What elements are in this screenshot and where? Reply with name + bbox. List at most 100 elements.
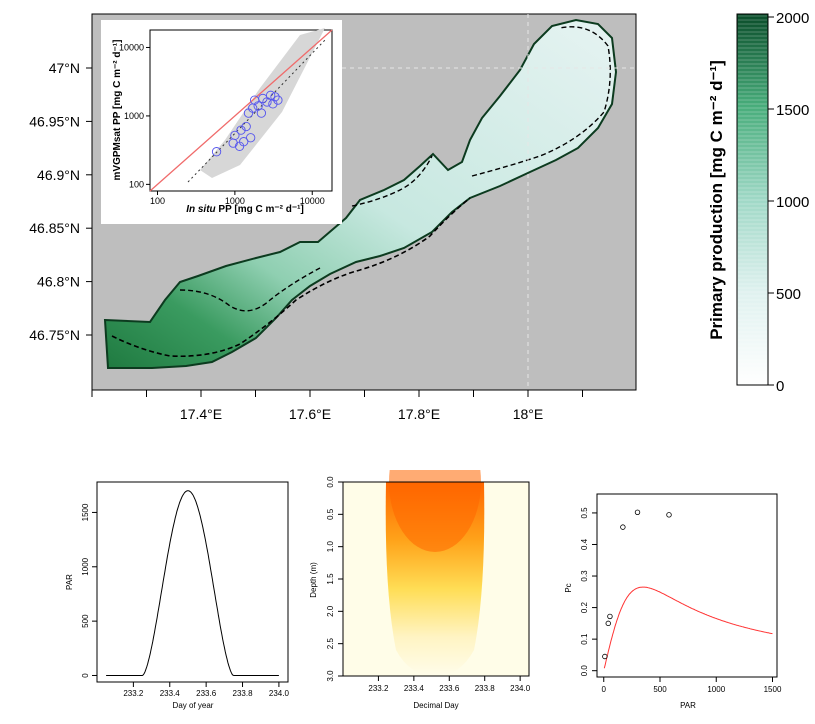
pc-axes: 0 500 1000 1500 0.0 0.1 0.2 0.3 0.4 0.5 xyxy=(580,507,782,694)
pc-plot-area xyxy=(596,493,778,678)
pc-point xyxy=(605,620,611,627)
pc-point xyxy=(634,509,641,515)
pc-y-tick-label: 0.3 xyxy=(580,570,589,582)
lon-tick-label: 17.6°E xyxy=(289,406,331,422)
par-xlabel: Day of year xyxy=(173,701,214,710)
inset-scatter: 100 100 1000 1000 10000 10000 In situ PP [mg … xyxy=(101,20,342,224)
par-y-tick-label: 1500 xyxy=(81,503,90,521)
lat-tick-label: 46.9°N xyxy=(37,167,80,183)
par-curve xyxy=(106,490,279,676)
par-plot-area xyxy=(96,481,289,683)
colorbar-tick-label: 1500 xyxy=(776,102,809,119)
pc-y-tick-label: 0.1 xyxy=(580,633,589,645)
depth-x-tick-label: 233.8 xyxy=(475,684,496,693)
colorbar-stripes xyxy=(738,15,767,385)
inset-point xyxy=(270,92,280,102)
depth-x-tick-label: 234.0 xyxy=(510,684,531,693)
inset-xlabel: In situ PP [mg C m⁻² d⁻¹] xyxy=(186,204,304,215)
inset-x-tick-label: 1000 xyxy=(225,196,245,206)
inset-point xyxy=(246,133,256,143)
inset-point xyxy=(239,137,249,147)
inset-point xyxy=(266,90,276,100)
colorbar-tick-label: 2000 xyxy=(776,10,809,27)
pc-point xyxy=(666,512,672,518)
inset-point xyxy=(211,147,222,157)
inset-point xyxy=(256,108,267,118)
inset-y-tick-label: 10000 xyxy=(119,42,144,52)
bottom-panels: 233.2 233.4 233.6 233.8 234.0 0 500 1000 1500 Da… xyxy=(0,412,815,719)
map-panel: 47°N 46.95°N 46.9°N 46.85°N 46.8°N 46.75°N 17… xyxy=(29,10,809,422)
pc-chart: 0 500 1000 1500 0.0 0.1 0.2 0.3 0.4 0.5 PAR Pc xyxy=(564,493,782,710)
colorbar-tick-label: 500 xyxy=(776,286,801,303)
depth-y-tick-label: 1.5 xyxy=(326,573,335,585)
lon-tick-label: 17.4°E xyxy=(180,406,222,422)
lon-tick-label: 18°E xyxy=(513,406,544,422)
inset-point xyxy=(273,95,283,105)
depth-axes: 233.2 233.4 233.6 233.8 234.0 0.0 0.5 1.0 1.5 2.0… xyxy=(326,476,531,693)
pc-ylabel: Pc xyxy=(564,583,573,592)
pc-xlabel: PAR xyxy=(680,701,696,710)
lake-balaton-shape xyxy=(103,18,618,369)
depth-y-tick-label: 2.5 xyxy=(326,638,335,650)
bottom-charts: 233.2 233.4 233.6 233.8 234.0 0 500 1000 1500 Da… xyxy=(65,412,782,710)
lat-tick-label: 46.75°N xyxy=(29,327,80,343)
pc-x-tick-label: 0 xyxy=(602,685,607,694)
inset-point xyxy=(236,125,246,135)
inset-point xyxy=(230,130,240,141)
inset-x-tick-label: 100 xyxy=(150,196,165,206)
inset-axes: 100 100 1000 1000 10000 10000 xyxy=(119,42,325,206)
pc-y-tick-label: 0.0 xyxy=(580,665,589,677)
depth-x-tick-label: 233.2 xyxy=(368,684,389,693)
contour-line xyxy=(471,26,611,177)
lat-tick-label: 46.95°N xyxy=(29,113,80,129)
inset-plot-area xyxy=(149,29,333,192)
contour-line xyxy=(351,155,433,207)
par-y-tick-label: 500 xyxy=(81,614,90,628)
pc-point xyxy=(620,524,626,530)
par-ylabel: PAR xyxy=(65,574,74,590)
colorbar-gradient xyxy=(736,13,769,386)
depth-x-tick-label: 233.4 xyxy=(404,684,425,693)
pc-point xyxy=(602,653,608,660)
pc-x-tick-label: 500 xyxy=(653,685,667,694)
depth-xlabel: Decimal Day xyxy=(413,701,458,710)
depth-y-tick-label: 0.0 xyxy=(326,476,335,488)
colorbar-tick-label: 1000 xyxy=(776,194,809,211)
pc-y-tick-label: 0.2 xyxy=(580,601,589,613)
colorbar-axis: 2000 1500 1000 500 0 xyxy=(768,10,809,395)
depth-x-tick-label: 233.6 xyxy=(439,684,460,693)
longitude-axis: 17.4°E 17.6°E 17.8°E 18°E xyxy=(91,389,636,422)
depth-y-tick-label: 1.0 xyxy=(326,541,335,553)
pc-x-tick-label: 1000 xyxy=(707,685,725,694)
par-y-tick-label: 0 xyxy=(81,673,90,678)
par-x-tick-label: 233.4 xyxy=(160,689,181,698)
lat-tick-label: 46.8°N xyxy=(37,274,80,290)
contour-line xyxy=(111,197,471,358)
lat-tick-label: 47°N xyxy=(49,60,80,76)
inset-y-tick-label: 100 xyxy=(129,179,144,189)
depth-heatmap-chart: 233.2 233.4 233.6 233.8 234.0 0.0 0.5 1.0 1.5 2.0… xyxy=(309,412,531,710)
latitude-axis: 47°N 46.95°N 46.9°N 46.85°N 46.8°N 46.75°N xyxy=(29,60,92,343)
inset-one-to-one-line xyxy=(149,29,333,192)
inset-points xyxy=(211,90,283,157)
lon-tick-label: 17.8°E xyxy=(398,406,440,422)
pc-x-tick-label: 1500 xyxy=(764,685,782,694)
par-axes: 233.2 233.4 233.6 233.8 234.0 0 500 1000 1500 xyxy=(81,503,289,698)
par-x-tick-label: 233.6 xyxy=(196,689,217,698)
pc-y-tick-label: 0.5 xyxy=(580,507,589,519)
pc-y-tick-label: 0.4 xyxy=(580,538,589,550)
depth-ylabel: Depth (m) xyxy=(309,562,318,598)
par-chart: 233.2 233.4 233.6 233.8 234.0 0 500 1000 1500 Da… xyxy=(65,481,289,710)
pc-points xyxy=(602,509,672,660)
pc-point xyxy=(607,613,613,620)
inset-ylabel: mVGPMsat PP [mg C m⁻² d⁻¹] xyxy=(112,40,123,181)
depth-y-tick-label: 0.5 xyxy=(326,508,335,520)
depth-y-tick-label: 2.0 xyxy=(326,605,335,617)
par-x-tick-label: 233.2 xyxy=(123,689,144,698)
par-x-tick-label: 234.0 xyxy=(269,689,290,698)
depth-y-tick-label: 3.0 xyxy=(326,670,335,682)
lat-tick-label: 46.85°N xyxy=(29,220,80,236)
contour-line xyxy=(179,267,321,312)
colorbar-label: Primary production [mg C m⁻² d⁻¹] xyxy=(707,60,726,340)
par-x-tick-label: 233.8 xyxy=(233,689,254,698)
